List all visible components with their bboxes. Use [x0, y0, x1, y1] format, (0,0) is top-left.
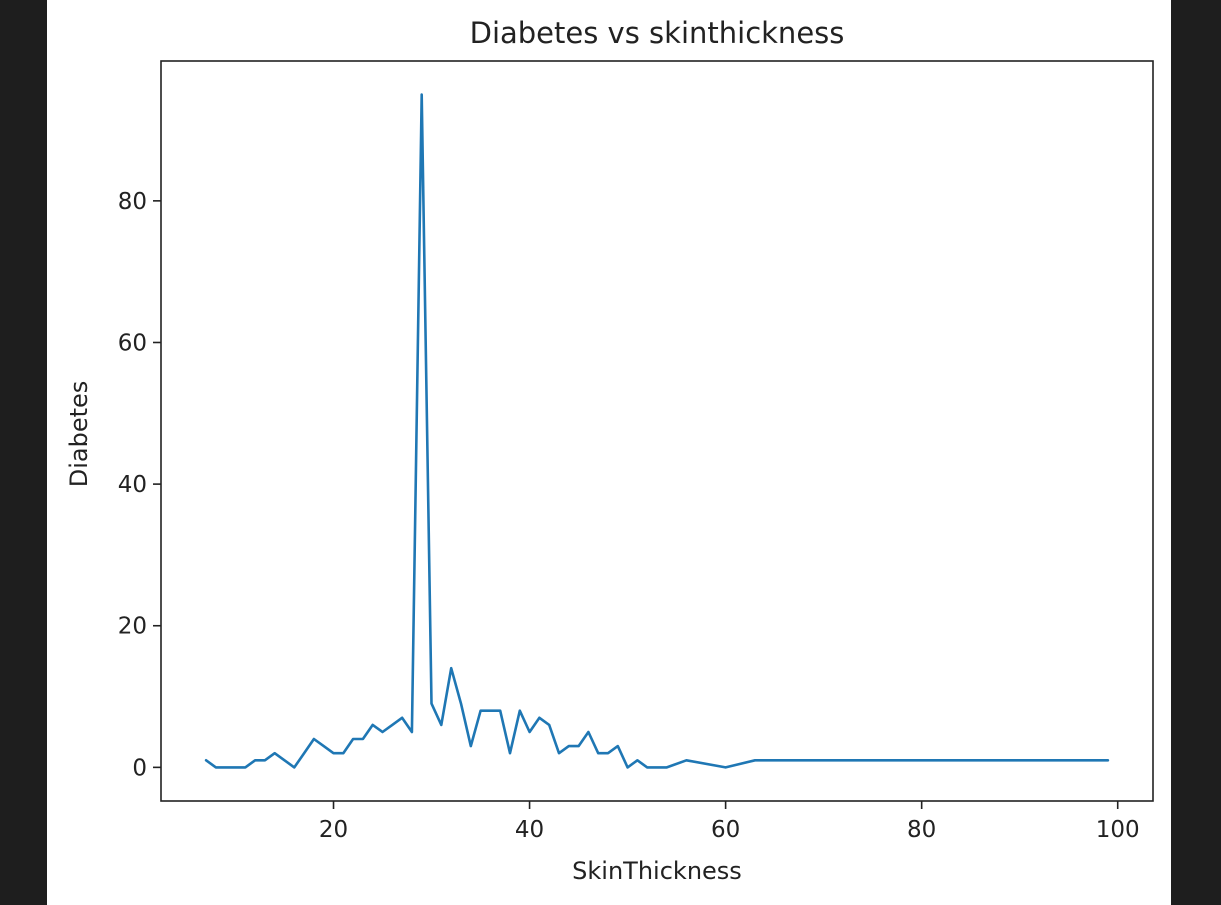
- x-tick-label: 20: [319, 817, 348, 843]
- x-tick-label: 60: [711, 817, 740, 843]
- y-tick-label: 20: [118, 614, 147, 640]
- y-axis-label: Diabetes: [65, 381, 93, 488]
- plot-area: [161, 61, 1153, 801]
- y-tick-label: 60: [118, 330, 147, 356]
- x-tick-label: 100: [1096, 817, 1140, 843]
- axis-ticks: 20 40 60 80 100 0 20 40 60 80: [118, 189, 1140, 843]
- x-tick-label: 40: [515, 817, 544, 843]
- x-axis-label: SkinThickness: [572, 857, 742, 885]
- y-tick-label: 80: [118, 189, 147, 215]
- plot-frame: [160, 60, 1154, 802]
- x-tick-label: 80: [907, 817, 936, 843]
- y-tick-label: 40: [118, 472, 147, 498]
- chart-title: Diabetes vs skinthickness: [470, 16, 845, 50]
- y-tick-label: 0: [132, 755, 147, 781]
- series-line: [204, 93, 1110, 769]
